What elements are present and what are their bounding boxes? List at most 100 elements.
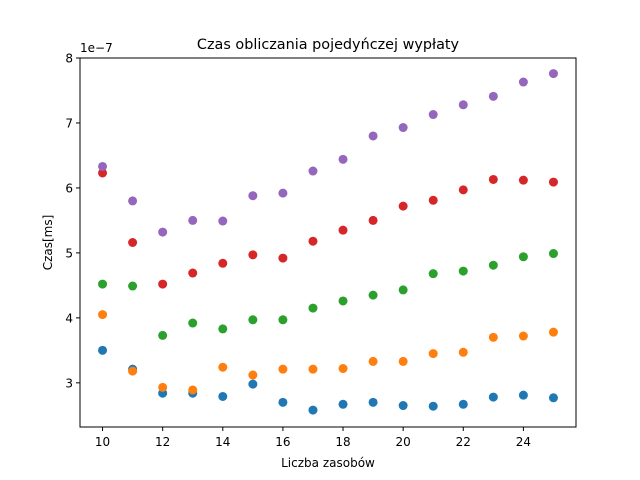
data-point bbox=[368, 131, 378, 141]
chart-title: Czas obliczania pojedyńczej wypłaty bbox=[197, 37, 460, 53]
data-point bbox=[458, 347, 468, 357]
data-point bbox=[158, 279, 168, 289]
data-point bbox=[98, 168, 108, 178]
x-tick-label: 10 bbox=[95, 435, 110, 449]
data-point bbox=[158, 227, 168, 237]
x-tick-label: 16 bbox=[275, 435, 290, 449]
data-point bbox=[278, 364, 288, 374]
data-point bbox=[188, 318, 198, 328]
data-point bbox=[248, 191, 258, 201]
data-point bbox=[488, 91, 498, 101]
data-point bbox=[458, 185, 468, 195]
data-point bbox=[308, 303, 318, 313]
data-point bbox=[128, 238, 138, 247]
data-point bbox=[128, 196, 138, 206]
data-point bbox=[488, 174, 498, 184]
data-point bbox=[428, 110, 438, 120]
y-axis-ticks: 3 4 5 6 7 8 bbox=[65, 52, 80, 390]
data-point bbox=[128, 366, 138, 376]
data-point bbox=[338, 364, 348, 374]
data-point bbox=[548, 177, 558, 187]
x-tick-label: 12 bbox=[155, 435, 170, 449]
series-4 bbox=[98, 168, 558, 289]
data-point bbox=[308, 364, 318, 374]
data-point bbox=[338, 225, 348, 235]
x-axis-label: Liczba zasobów bbox=[281, 456, 375, 470]
data-point bbox=[518, 331, 528, 341]
data-point bbox=[368, 290, 378, 300]
data-point bbox=[338, 296, 348, 306]
data-point bbox=[218, 258, 228, 268]
data-point bbox=[248, 315, 258, 325]
x-tick-label: 14 bbox=[215, 435, 230, 449]
y-tick-label: 7 bbox=[65, 116, 73, 130]
data-point bbox=[98, 310, 108, 320]
x-tick-label: 22 bbox=[456, 435, 471, 449]
data-point bbox=[518, 390, 528, 400]
data-point bbox=[428, 349, 438, 359]
data-point bbox=[308, 236, 318, 246]
data-point bbox=[218, 216, 228, 226]
plot-frame bbox=[79, 57, 577, 428]
data-point bbox=[518, 175, 528, 185]
data-point bbox=[338, 154, 348, 164]
data-point bbox=[188, 215, 198, 225]
data-point bbox=[428, 269, 438, 279]
data-point bbox=[98, 279, 108, 289]
data-point bbox=[308, 405, 318, 415]
data-point bbox=[548, 327, 558, 337]
x-tick-label: 20 bbox=[396, 435, 411, 449]
data-point bbox=[458, 100, 468, 110]
data-point bbox=[158, 330, 168, 340]
series-5 bbox=[98, 69, 558, 237]
data-point bbox=[218, 362, 228, 372]
data-point bbox=[368, 356, 378, 366]
y-tick-label: 5 bbox=[65, 246, 73, 260]
data-point bbox=[398, 123, 408, 133]
series-2 bbox=[98, 310, 558, 395]
data-point bbox=[128, 281, 138, 291]
data-point bbox=[458, 399, 468, 409]
data-point bbox=[428, 195, 438, 205]
y-axis-offset-label: 1e−7 bbox=[80, 41, 113, 55]
data-point bbox=[398, 201, 408, 211]
data-point bbox=[368, 215, 378, 225]
y-axis-label: Czas[ms] bbox=[41, 215, 55, 271]
data-point bbox=[548, 393, 558, 403]
data-point bbox=[278, 315, 288, 325]
data-point bbox=[518, 252, 528, 262]
y-tick-label: 3 bbox=[65, 376, 73, 390]
data-point bbox=[518, 77, 528, 87]
data-point bbox=[158, 382, 168, 392]
data-point bbox=[398, 285, 408, 295]
y-tick-label: 4 bbox=[65, 311, 73, 325]
data-point bbox=[218, 391, 228, 401]
data-point bbox=[548, 249, 558, 259]
series-3 bbox=[98, 249, 558, 340]
data-point bbox=[368, 397, 378, 407]
data-point bbox=[548, 69, 558, 79]
data-points bbox=[98, 69, 558, 415]
data-point bbox=[458, 266, 468, 276]
data-point bbox=[98, 345, 108, 355]
data-point bbox=[398, 401, 408, 411]
data-point bbox=[98, 161, 108, 171]
data-point bbox=[278, 397, 288, 407]
data-point bbox=[248, 370, 258, 380]
data-point bbox=[488, 260, 498, 270]
y-tick-label: 8 bbox=[65, 52, 73, 66]
data-point bbox=[398, 356, 408, 366]
data-point bbox=[188, 268, 198, 278]
data-point bbox=[218, 324, 228, 334]
x-tick-label: 24 bbox=[516, 435, 531, 449]
data-point bbox=[188, 385, 198, 395]
y-tick-label: 6 bbox=[65, 181, 73, 195]
data-point bbox=[248, 250, 258, 260]
data-point bbox=[488, 332, 498, 342]
data-point bbox=[338, 399, 348, 409]
data-point bbox=[278, 188, 288, 198]
x-tick-label: 18 bbox=[335, 435, 350, 449]
data-point bbox=[428, 401, 438, 411]
